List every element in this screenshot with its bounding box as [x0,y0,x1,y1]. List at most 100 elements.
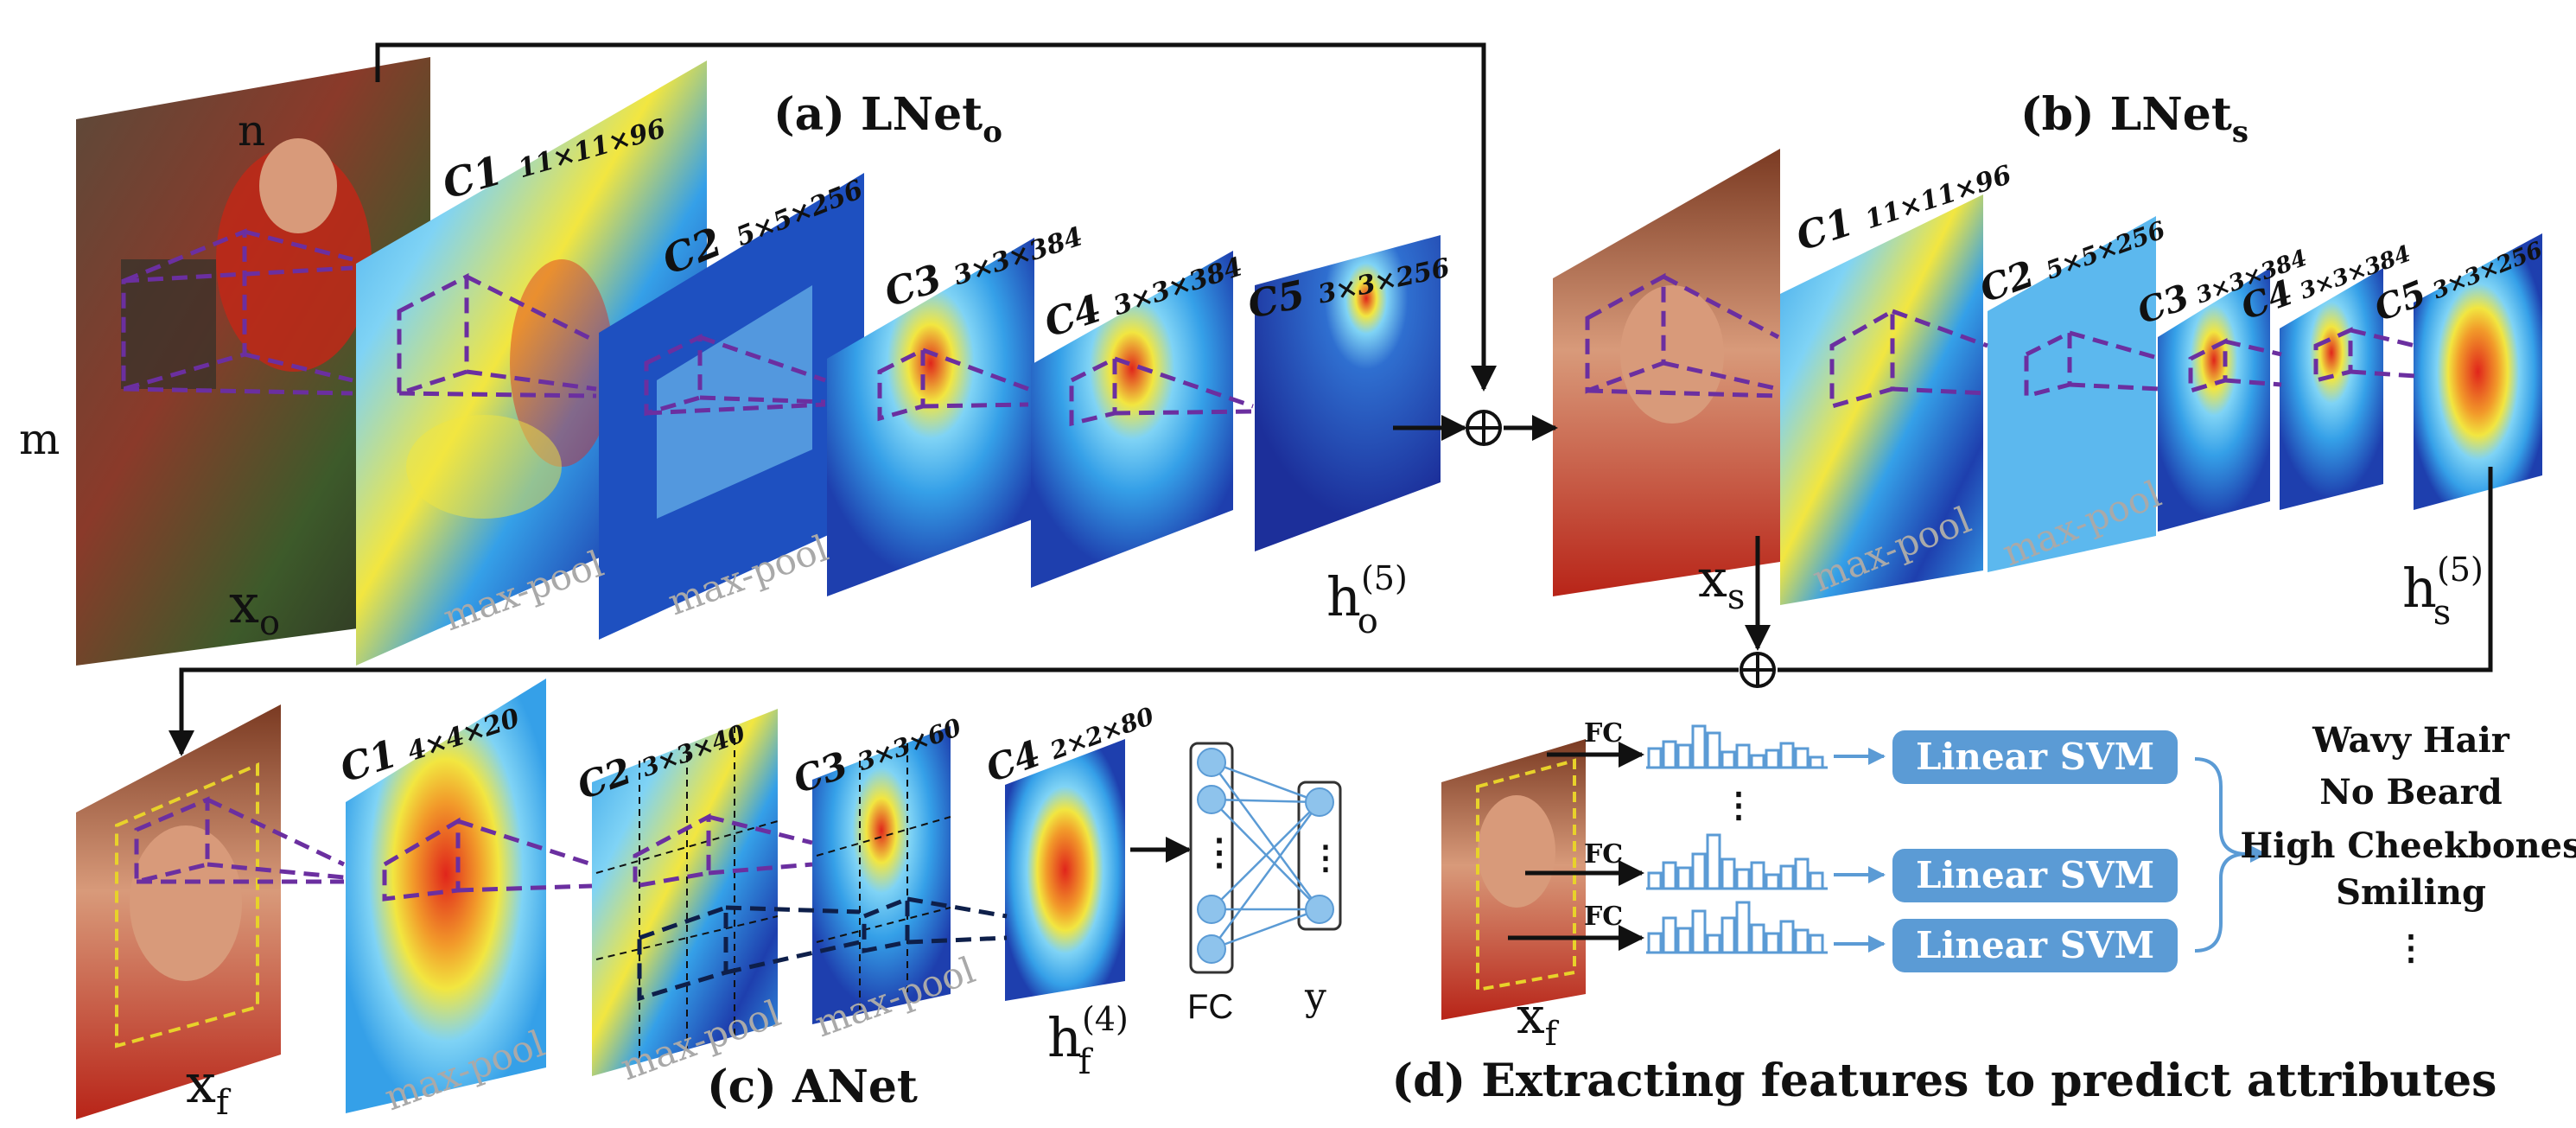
svm-label-3: Linear SVM [1916,924,2154,966]
histogram-bar-1-12 [1809,755,1824,769]
histogram-bar-3-3 [1676,927,1692,954]
lnet-o-c4-map [1031,251,1233,588]
face-xs [1620,285,1724,424]
histogram-bar-1-2 [1662,740,1677,769]
anet-receptive-fields-navy [637,895,1008,1002]
title-a: (a) LNeto [773,88,1002,150]
attribute-ellipsis: ⋮ [2394,927,2428,968]
histogram-bar-3-6 [1721,916,1736,954]
var-h-o5: h(5) o [1326,559,1408,641]
attribute-prediction: xf FC FC FC ⋮ Linear SVM Lin [1392,718,2576,1107]
svm-brace [2194,757,2248,953]
dim-m: m [19,414,60,464]
histogram-bar-1-3 [1676,743,1692,769]
fc-small-labels: FC FC FC [1584,718,1623,932]
histogram-bar-3-1 [1647,932,1663,954]
anet-c3-map [812,726,951,1024]
lnet-s-c1-name: C1 [1791,201,1859,260]
var-x-f-d: xf [1517,986,1560,1053]
anet-c4-map [1005,739,1125,1001]
anet: C14×4×20 C23×3×40 C33×3×60 C42×2×80 max-… [76,679,1342,1123]
title-d: (d) Extracting features to predict attri… [1392,1055,2497,1107]
fc-connections [1210,761,1321,951]
fc-small-label-2: FC [1584,839,1623,870]
anet-grid-lines [595,726,951,1063]
svm-box-3 [1892,919,2178,972]
histogram-bar-3-2 [1662,916,1677,954]
histogram-bar-3-11 [1794,928,1810,954]
fc-small-label-3: FC [1584,902,1623,932]
histogram-bar-3-12 [1809,934,1824,954]
lnet-s-c2-map [1988,216,2156,572]
svm-box-2 [1892,849,2178,902]
lnet-s-c4-map [2280,268,2383,510]
histogram-bar-2-9 [1765,873,1780,890]
lnet-s-c3-map [2158,268,2270,532]
feature-histograms [1646,724,1828,954]
histogram-bar-2-1 [1647,871,1663,890]
feature-arrows [1508,742,1644,951]
var-x-o: xo [229,572,280,643]
histogram-bar-2-4 [1691,852,1707,890]
histogram-bar-1-9 [1765,749,1780,769]
attribute-3: High Cheekbones [2240,825,2576,866]
anet-c1-map [346,679,546,1113]
lnet-s-c1-map [1780,194,1983,605]
fc-label: FC [1187,988,1233,1026]
histogram-bar-1-5 [1706,731,1721,769]
histogram-bar-1-1 [1647,747,1663,769]
xf-d-face-box [1476,758,1576,992]
histogram-bar-3-7 [1735,901,1751,954]
face-xf [130,825,242,981]
y-label: y [1304,975,1326,1019]
y-ellipsis: ⋮ [1309,838,1342,876]
histogram-ellipsis: ⋮ [1721,785,1756,825]
histogram-bar-2-7 [1735,868,1751,890]
c1-yellow-region [406,415,562,519]
lnet-o: n m (a) LNeto C1 11×11×96 C2 5×5×256 C3 3×3… [19,57,1453,666]
lnet-s-c5-map [2414,233,2542,510]
lnet-s: (b) LNets C1 11×11×96 C25×5×256 C33×3×384… [1553,88,2546,633]
var-x-f: xf [186,1052,232,1123]
fc-small-label-1: FC [1584,718,1623,749]
histogram-bar-2-10 [1779,864,1795,890]
histogram-bar-2-5 [1706,833,1721,890]
attribute-2: No Beard [2319,772,2502,813]
histogram-bar-3-10 [1779,920,1795,954]
attribute-list: Wavy Hair No Beard High Cheekbones Smili… [2240,720,2576,968]
y-layer-box [1297,781,1342,931]
xf-face-box [115,762,259,1048]
svm-box-1 [1892,730,2178,784]
plus-nodes [1466,410,1776,688]
fc-ellipsis: ⋮ [1201,831,1237,873]
svm-arrows [1834,748,1886,953]
lnet-o-c5-map [1255,235,1441,551]
histogram-bar-3-5 [1706,934,1721,954]
histogram-bar-1-6 [1721,750,1736,769]
svm-label-2: Linear SVM [1916,854,2154,896]
lnet-o-c3-map [827,238,1034,596]
histogram-bar-1-11 [1794,747,1810,769]
histogram-bar-2-2 [1662,861,1677,890]
fc-network: ⋮ ⋮ FC y [1187,742,1342,1026]
histogram-bar-1-10 [1779,742,1795,769]
histogram-bar-3-9 [1765,932,1780,954]
histogram-bar-3-4 [1691,909,1707,954]
dim-n: n [238,105,265,156]
svm-boxes: Linear SVM Linear SVM Linear SVM [1892,730,2178,972]
c2-light-patch [657,285,812,519]
lnet-o-receptive-fields [121,228,1254,427]
histogram-bar-2-6 [1721,857,1736,890]
fc-neurons [1197,748,1334,964]
var-h-s5: h(5) s [2402,551,2484,633]
attribute-1: Wavy Hair [2312,720,2510,761]
title-b: (b) LNets [2020,88,2248,150]
histogram-bar-2-12 [1809,871,1824,890]
face-xf-d [1478,795,1555,908]
histogram-bar-3-8 [1750,923,1765,954]
histogram-bar-2-11 [1794,857,1810,890]
anet-c2-map [592,709,778,1076]
histogram-bar-2-3 [1676,866,1692,890]
var-h-f4: h(4) f [1047,1000,1129,1082]
